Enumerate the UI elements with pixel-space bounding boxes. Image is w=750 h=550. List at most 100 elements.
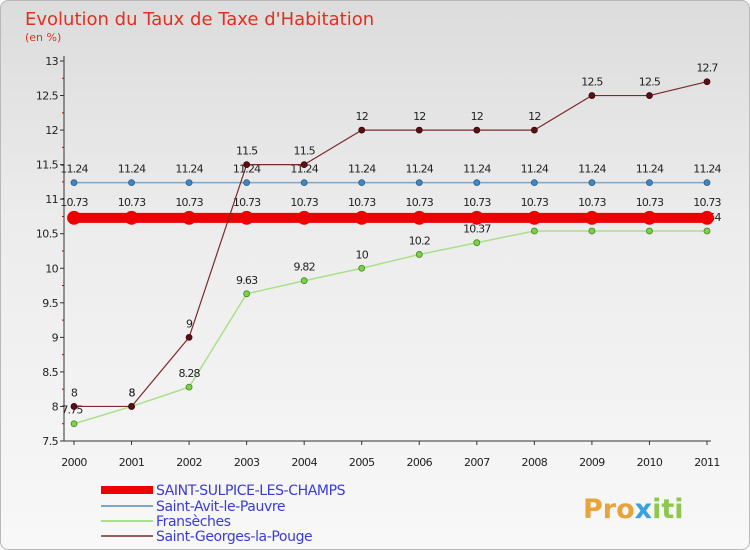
series-1: 11.24 11.24 11.24 11.24 11.24 11.24 11.24 11.24… xyxy=(60,163,722,187)
series-point xyxy=(124,210,139,225)
data-label: 11.5 xyxy=(236,145,258,158)
series-point xyxy=(185,383,193,391)
x-tick-label: 2002 xyxy=(176,456,202,469)
y-tick-label: 13 xyxy=(45,55,58,68)
y-tick-label: 9 xyxy=(52,331,59,344)
series-point xyxy=(646,227,653,235)
series-point xyxy=(70,179,78,187)
data-label: 11.5 xyxy=(294,145,316,158)
series-point xyxy=(415,126,423,134)
series-point xyxy=(67,210,81,225)
series-point xyxy=(700,210,714,225)
series-point xyxy=(415,179,423,187)
data-label: 9.63 xyxy=(236,274,258,287)
data-label: 12.7 xyxy=(696,62,718,75)
legend-label: Saint-Avit-le-Pauvre xyxy=(156,499,285,515)
logo-part-iti: iti xyxy=(652,494,683,525)
y-tick-label: 8.5 xyxy=(42,366,58,379)
data-label: 12 xyxy=(413,110,425,123)
data-label: 10.73 xyxy=(521,196,549,209)
series-point xyxy=(128,403,135,410)
data-label: 10.73 xyxy=(348,196,376,209)
data-label: 11.24 xyxy=(406,163,434,176)
series-point xyxy=(358,126,366,134)
series-point xyxy=(243,179,251,187)
series-point xyxy=(185,333,193,341)
series-point xyxy=(239,210,254,225)
series-point xyxy=(646,92,653,99)
y-tick-label: 7.5 xyxy=(42,435,58,448)
y-tick-label: 10 xyxy=(45,262,58,275)
y-tick-label: 12.5 xyxy=(36,90,59,103)
series-point xyxy=(588,179,596,187)
series-0: 10.73 10.73 10.73 10.73 10.73 10.73 10.73 10.73… xyxy=(60,196,722,225)
x-tick-label: 2004 xyxy=(291,456,317,469)
data-label: 10.37 xyxy=(463,223,491,236)
data-label: 10.73 xyxy=(463,196,491,209)
data-label: 11.24 xyxy=(463,163,491,176)
series-point xyxy=(530,126,538,134)
data-label: 8 xyxy=(71,386,78,399)
data-label: 11.24 xyxy=(693,163,721,176)
series-point xyxy=(473,126,481,134)
data-label: 11.24 xyxy=(636,163,664,176)
y-tick-label: 11 xyxy=(45,193,58,206)
data-label: 9 xyxy=(186,317,193,330)
data-label: 10.73 xyxy=(636,196,664,209)
x-tick-label: 2003 xyxy=(234,456,260,469)
data-label: 11.24 xyxy=(118,163,146,176)
data-label: 10.73 xyxy=(290,196,318,209)
data-label: 10.73 xyxy=(233,196,261,209)
series-point xyxy=(473,239,481,247)
proxiti-logo: Proxiti xyxy=(583,494,684,525)
series-point xyxy=(354,210,369,225)
series-point xyxy=(527,210,542,225)
x-tick-label: 2011 xyxy=(694,456,720,469)
y-tick-label: 10.5 xyxy=(36,228,59,241)
series-point xyxy=(646,179,653,187)
data-label: 10 xyxy=(356,248,369,261)
series-point xyxy=(358,179,366,187)
series-line xyxy=(74,81,708,408)
chart-subtitle: (en %) xyxy=(25,31,61,44)
series-line xyxy=(73,230,707,425)
series-point xyxy=(300,277,308,285)
y-tick-label: 12 xyxy=(45,124,58,137)
data-label: 10.73 xyxy=(60,196,88,209)
data-label: 12 xyxy=(528,110,540,123)
series-point xyxy=(243,290,251,298)
series-point xyxy=(412,210,427,225)
series-layer: 7.7588.289.639.821010.210.3710.5410.5410… xyxy=(60,62,722,428)
series-point xyxy=(703,78,711,86)
logo-part-pro: Pro xyxy=(583,494,635,525)
series-2: 7.7588.289.639.821010.210.3710.5410.5410… xyxy=(61,211,722,428)
series-point xyxy=(243,161,251,169)
data-label: 10.73 xyxy=(693,196,721,209)
series-point xyxy=(703,227,711,235)
series-point xyxy=(530,179,538,187)
legend-label: SAINT-SULPICE-LES-CHAMPS xyxy=(156,483,346,499)
x-tick-label: 2000 xyxy=(61,456,87,469)
chart-title: Evolution du Taux de Taxe d'Habitation xyxy=(25,9,374,30)
legend: SAINT-SULPICE-LES-CHAMPSSaint-Avit-le-Pa… xyxy=(101,483,346,545)
series-point xyxy=(300,179,308,187)
series-point xyxy=(128,179,135,187)
data-label: 11.24 xyxy=(348,163,376,176)
data-label: 10.73 xyxy=(406,196,434,209)
data-label: 11.24 xyxy=(578,163,606,176)
series-point xyxy=(585,210,599,225)
axes: 7.5 8 8.5 9 9.5 10 10.5 11 11.5 12 12.5 13 2000 2001 2… xyxy=(36,55,720,469)
x-tick-label: 2001 xyxy=(119,456,145,469)
series-point xyxy=(70,420,78,428)
series-point xyxy=(185,179,193,187)
data-label: 10.2 xyxy=(409,234,430,247)
legend-label: Saint-Georges-la-Pouge xyxy=(156,529,312,545)
data-label: 10.73 xyxy=(175,196,203,209)
data-label: 11.24 xyxy=(60,163,88,176)
series-point xyxy=(703,179,711,187)
legend-label: Fransèches xyxy=(156,514,231,530)
x-tick-label: 2006 xyxy=(406,456,432,469)
series-3: 8 8 9 11.5 11.5 12 12 12 12 12.5 12.5 12.7 xyxy=(70,62,719,410)
series-point xyxy=(642,210,657,225)
